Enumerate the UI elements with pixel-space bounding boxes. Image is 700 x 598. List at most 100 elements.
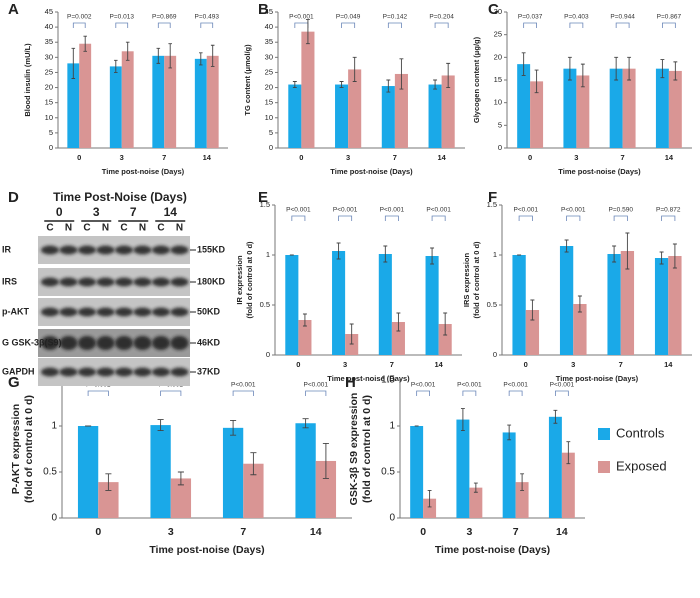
bar	[332, 251, 346, 355]
panel-letter: G	[8, 374, 20, 391]
x-tick-label: 7	[393, 153, 397, 162]
panel-letter: H	[345, 374, 356, 391]
size-label: 46KD	[197, 337, 221, 347]
bar	[67, 63, 80, 148]
y-tick-label: 1.5	[260, 200, 270, 209]
x-tick-label: 7	[390, 360, 394, 369]
blot-band	[152, 245, 170, 255]
time-label: 3	[93, 205, 100, 219]
y-tick-label: 1	[266, 250, 270, 259]
time-label: 14	[164, 205, 178, 219]
x-tick-label: 0	[95, 526, 101, 538]
y-tick-label: 1	[51, 421, 57, 432]
error-bar	[430, 247, 435, 265]
y-tick-label: 0.5	[487, 300, 497, 309]
p-value: P<0.001	[550, 382, 575, 389]
bar	[315, 460, 337, 518]
x-tick-label: 0	[299, 153, 303, 162]
blot-band	[133, 336, 152, 350]
p-bracket	[294, 22, 309, 28]
x-tick-label: 3	[343, 360, 347, 369]
error-bar	[386, 79, 391, 93]
blot-band	[59, 307, 78, 317]
p-value: P=0.002	[67, 14, 92, 21]
y-tick-label: 20	[265, 83, 273, 92]
y-tick-label: 0	[266, 350, 270, 359]
x-tick-label: 3	[168, 526, 174, 538]
size-label: 37KD	[197, 366, 221, 376]
error-bar	[83, 35, 87, 52]
blot-band	[41, 307, 59, 317]
bar	[206, 55, 219, 149]
blot-band	[59, 277, 78, 287]
x-tick-label: 14	[664, 360, 673, 369]
p-bracket	[662, 22, 676, 28]
y-tick-label: 1	[389, 421, 395, 432]
blot-band	[152, 336, 170, 350]
bar	[502, 432, 516, 518]
y-axis-label: (fold of control at 0 d)	[245, 241, 254, 319]
p-value: P<0.001	[380, 207, 405, 214]
panel-letter: D	[8, 189, 19, 206]
p-bracket	[305, 390, 327, 396]
y-tick-label: 5	[269, 128, 273, 137]
size-label: 50KD	[197, 306, 221, 316]
blot-band	[78, 277, 96, 287]
p-value: P<0.001	[289, 14, 314, 21]
row-label: p-AKT	[2, 306, 29, 316]
x-tick-label: 7	[621, 153, 625, 162]
x-tick-label: 3	[574, 153, 578, 162]
error-bar	[230, 420, 237, 436]
y-axis-label: IRS expression	[462, 252, 471, 307]
panel: G00.511.5P-AKT expression(fold of contro…	[8, 374, 352, 556]
error-bar	[305, 19, 310, 45]
p-bracket	[87, 390, 109, 396]
x-tick-label: 0	[528, 153, 532, 162]
x-tick-label: 7	[240, 526, 246, 538]
bar	[295, 423, 316, 518]
error-bar	[302, 418, 309, 429]
bar	[655, 68, 669, 148]
blot-band	[133, 277, 152, 287]
blot-band	[59, 245, 78, 255]
x-tick-label: 7	[513, 526, 519, 538]
y-tick-label: 0	[493, 350, 497, 359]
p-value: P=0.037	[518, 14, 543, 21]
bar	[194, 58, 207, 148]
error-bar	[399, 58, 404, 90]
error-bar	[625, 232, 630, 270]
p-bracket	[157, 22, 171, 28]
lane-label: N	[139, 223, 146, 234]
x-axis-label: Time post-noise (Days)	[330, 167, 413, 176]
bar	[456, 419, 470, 518]
x-tick-label: 14	[437, 153, 446, 162]
bar	[394, 73, 408, 148]
x-axis-label: Time post-noise (Days)	[102, 167, 185, 176]
blot-band	[41, 277, 59, 287]
blot-band	[133, 307, 152, 317]
x-tick-label: 0	[77, 153, 81, 162]
error-bar	[114, 59, 118, 73]
p-bracket	[434, 22, 449, 28]
x-tick-label: 14	[203, 153, 212, 162]
y-tick-label: 20	[494, 52, 502, 61]
x-tick-label: 0	[420, 526, 426, 538]
error-bar	[530, 299, 535, 321]
p-bracket	[384, 215, 399, 221]
p-bracket	[462, 390, 477, 396]
p-value: P=0.493	[195, 14, 220, 21]
row-label: IR	[2, 244, 12, 254]
y-tick-label: 45	[265, 7, 273, 16]
bar	[425, 256, 439, 355]
bar	[512, 255, 526, 355]
error-bar	[553, 409, 558, 424]
legend-label: Exposed	[616, 458, 667, 473]
bar	[668, 256, 682, 355]
p-value: P=0.013	[110, 14, 135, 21]
bar	[438, 324, 452, 355]
p-value: P=0.403	[564, 14, 589, 21]
p-bracket	[555, 390, 569, 396]
error-bar	[460, 408, 465, 432]
